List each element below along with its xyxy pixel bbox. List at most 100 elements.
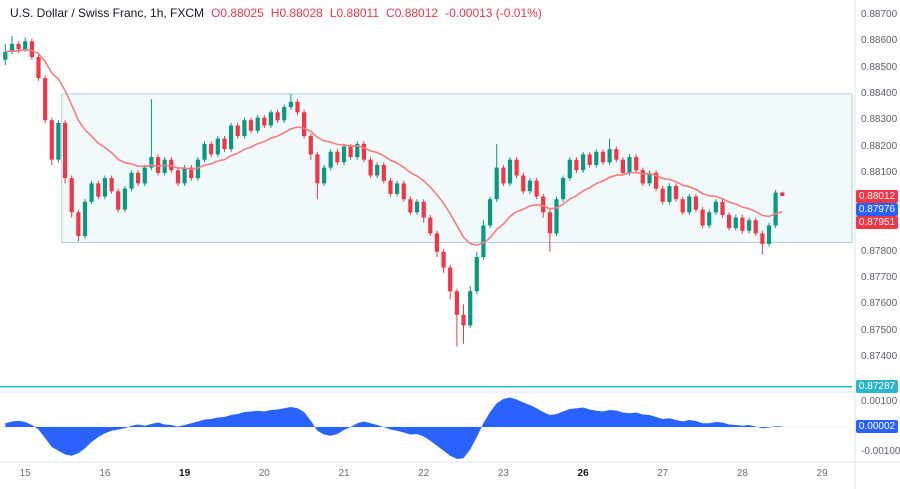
candle-body (76, 212, 81, 236)
candle-body (494, 167, 499, 200)
symbol-title[interactable]: U.S. Dollar / Swiss Franc, 1h, FXCM (10, 6, 205, 20)
candle-body (315, 154, 320, 184)
candle-body (700, 209, 705, 226)
candle-body (262, 117, 267, 126)
ma-line[interactable] (5, 48, 783, 247)
candle-body (713, 201, 718, 213)
candle-body (43, 78, 48, 121)
candle-body (149, 157, 154, 168)
price-tick-label: 0.87400 (861, 351, 898, 362)
candle-body (640, 170, 645, 184)
ohlc-high: H0.88028 (271, 6, 323, 20)
candle-body (82, 201, 88, 236)
candle-body (600, 151, 606, 163)
price-badge: 0.87287 (856, 380, 898, 394)
candle-body (182, 167, 187, 184)
ohlc-high-value: 0.88028 (279, 6, 323, 20)
candle-body (156, 157, 161, 173)
candle-body (368, 159, 373, 176)
price-tick-label: 0.87700 (861, 272, 898, 284)
time-axis-label: 28 (736, 468, 748, 479)
time-axis-label: 29 (816, 468, 828, 479)
candle-body (534, 180, 539, 197)
candle-body (607, 149, 612, 163)
price-change: -0.00013 (-0.01%) (445, 6, 542, 20)
candle-body (348, 146, 353, 157)
candle-body (693, 196, 698, 210)
candle-body (448, 267, 453, 292)
candle-body (116, 191, 121, 210)
candle-body (766, 225, 772, 244)
candle-body (302, 112, 307, 136)
candle-body (222, 138, 227, 150)
time-axis-label: 20 (258, 468, 270, 479)
candle-body (627, 157, 632, 173)
candle-body (760, 233, 765, 244)
candle-body (189, 167, 194, 179)
oscillator-area[interactable] (5, 397, 783, 460)
candle-body (428, 217, 433, 234)
candle-body (388, 180, 393, 194)
candle-body (248, 120, 254, 131)
candle-body (89, 183, 94, 202)
ohlc-low-value: 0.88011 (336, 6, 380, 20)
candle-body (527, 180, 532, 192)
candle-body (381, 165, 386, 181)
candle-body (322, 167, 327, 184)
ohlc-low-label: L (329, 6, 337, 20)
candle-body (275, 112, 280, 121)
price-tick-label: 0.88700 (861, 9, 898, 20)
candle-body (654, 172, 659, 189)
time-axis-label: 15 (19, 468, 31, 479)
candle-body (441, 251, 446, 268)
ohlc-open: O0.88025 (211, 6, 264, 20)
candle-body (375, 165, 380, 176)
ohlc-open-value: 0.88025 (220, 6, 264, 20)
price-badge: 0.87951 (856, 215, 898, 229)
candle-body (733, 217, 738, 229)
time-axis-label: 26 (577, 468, 589, 479)
candle-body (308, 136, 313, 155)
ohlc-close-label: C (386, 6, 395, 20)
ohlc-high-label: H (270, 6, 280, 20)
candle-body (474, 257, 479, 292)
price-badge: 0.88012 (856, 189, 898, 203)
candle-body (36, 57, 41, 79)
price-tick-label: 0.87600 (861, 298, 898, 310)
candle-body (720, 201, 725, 215)
candle-body (468, 291, 473, 326)
candle-body (282, 107, 287, 121)
candle-body (547, 212, 552, 234)
candle-body (63, 122, 68, 179)
time-axis-label: 23 (497, 468, 509, 479)
time-axis-label: 16 (99, 468, 111, 479)
candle-body (295, 101, 300, 113)
candle-body (454, 291, 459, 315)
ohlc-open-label: O (211, 6, 221, 20)
price-tick-label: 0.88100 (861, 166, 898, 178)
candle-body (587, 154, 592, 165)
indicator-value-badge: 0.00002 (856, 420, 898, 433)
candle-body (561, 178, 566, 200)
candle-body (129, 172, 134, 189)
candle-body (680, 199, 685, 213)
candle-body (773, 192, 778, 226)
candle-body (753, 220, 758, 234)
price-tick-label: 0.87500 (861, 324, 898, 336)
candle-body (667, 186, 672, 202)
candle-body (461, 314, 466, 326)
candle-body (109, 178, 114, 192)
time-axis-label: 27 (657, 468, 669, 479)
ohlc-close: C0.88012 (386, 6, 438, 20)
price-tick-label: 0.87800 (861, 245, 898, 257)
candle-body (620, 159, 625, 173)
ohlc-close-value: 0.88012 (394, 6, 439, 20)
candle-body (96, 183, 101, 197)
candle-body (328, 151, 333, 168)
candle-body (507, 159, 513, 184)
candle-body (481, 225, 486, 258)
